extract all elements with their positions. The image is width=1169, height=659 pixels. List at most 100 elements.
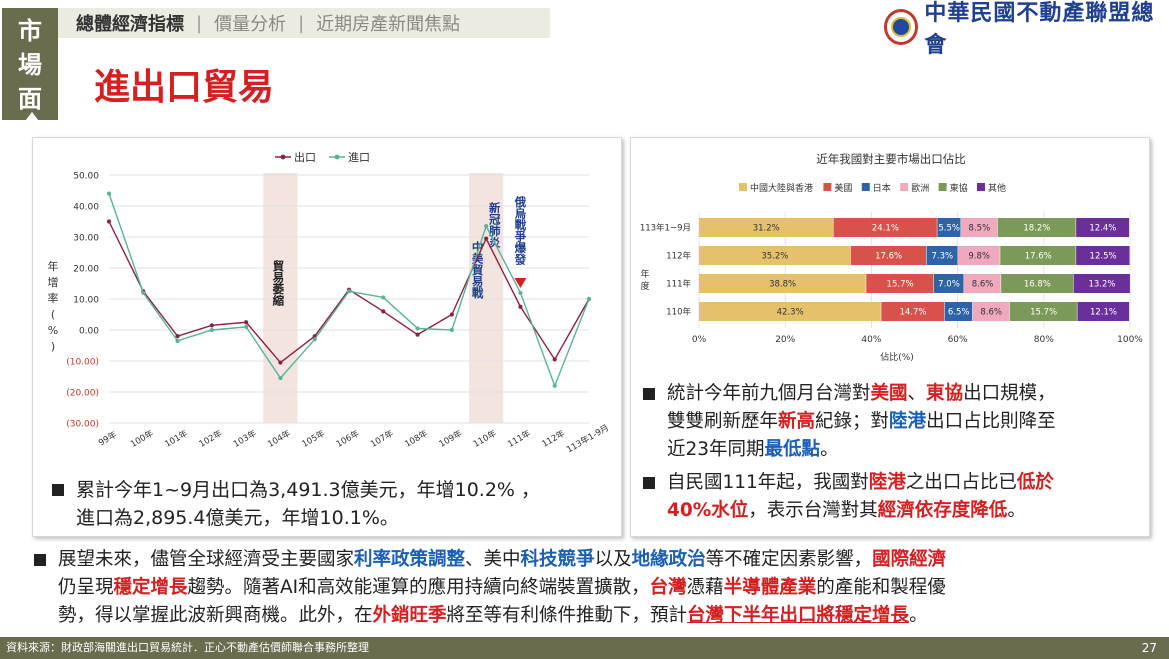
event-annotation: 中美貿易戰 <box>471 240 485 299</box>
legend-swatch <box>861 183 870 191</box>
data-point <box>312 337 317 342</box>
legend-label: 東協 <box>950 182 968 194</box>
data-label: 8.6% <box>972 280 994 290</box>
y-tick-label: 20.00 <box>73 265 99 275</box>
data-label: 12.5% <box>1090 252 1117 262</box>
y-category-label: 112年 <box>666 251 691 262</box>
bullet-text-segment: 出口規模， <box>963 383 1056 404</box>
highlight-text: 陸港 <box>889 411 927 432</box>
association-logo: 中華民國不動產聯盟總會 <box>884 0 1164 58</box>
legend-marker <box>280 154 286 160</box>
nav-tab-price-volume[interactable]: 價量分析 <box>214 14 287 35</box>
x-tick-label: 20% <box>775 335 795 345</box>
bar-segment <box>937 218 961 237</box>
x-tick-label: 106年 <box>334 428 361 450</box>
data-point <box>586 296 592 302</box>
nav-separator: | <box>196 12 203 34</box>
y-category-label: 111年 <box>666 279 691 290</box>
bar-segment <box>958 246 1000 265</box>
data-label: 31.2% <box>753 224 780 234</box>
x-tick-label: 60% <box>948 335 968 345</box>
bullet-text-segment: 憑藉 <box>686 577 724 598</box>
nav-tab-macro[interactable]: 總體經濟指標 <box>76 14 184 35</box>
bar-segment <box>926 246 958 265</box>
bullet-text-segment: ，表示台灣對其 <box>748 500 878 521</box>
highlight-text: 外銷旺季 <box>372 605 447 626</box>
bar-segment <box>881 302 945 321</box>
legend-label: 日本 <box>873 182 891 194</box>
y-tick-label: (30.00) <box>66 420 99 430</box>
data-label: 9.8% <box>968 252 990 262</box>
bullet-text-segment: 紀錄；對 <box>815 411 890 432</box>
bar-segment <box>997 218 1076 237</box>
highlight-text: 地緣政治 <box>631 549 706 570</box>
data-point <box>415 332 420 337</box>
bullet-text-segment: 以及 <box>594 549 632 570</box>
bullet-text-segment: 展望未來，儘管全球經濟受主要國家 <box>58 549 355 570</box>
legend-label: 歐洲 <box>911 182 929 194</box>
data-label: 5.5% <box>938 224 960 234</box>
y-axis-title-char: ( <box>51 308 55 321</box>
data-point <box>209 327 214 333</box>
section-tab-char: 場 <box>18 51 42 79</box>
x-tick-label: 111年 <box>506 428 533 450</box>
legend-label: 中國大陸與香港 <box>750 182 813 194</box>
data-point <box>518 290 523 295</box>
data-point <box>175 338 180 343</box>
highlight-text: 新高 <box>778 411 816 432</box>
source-note: 資料來源：財政部海關進出口貿易統計．正心不動產估價師聯合事務所整理 <box>6 641 369 654</box>
x-tick-label: 101年 <box>163 428 190 450</box>
highlight-text: 台灣下半年出口將穩定增長 <box>687 605 910 626</box>
highlight-text: 科技競爭 <box>520 549 595 570</box>
bullet-text-segment: 雙雙刷新歷年 <box>667 411 779 432</box>
bar-segment <box>1077 302 1130 321</box>
highlight-text: 經濟依存度降低 <box>877 500 1008 521</box>
bullet-us-asean-record: 統計今年前九個月台灣對美國、東協出口規模， 雙雙刷新歷年新高紀錄；對陸港出口占比則… <box>643 380 1148 464</box>
legend-swatch <box>977 183 985 191</box>
y-tick-label: 30.00 <box>73 234 99 244</box>
data-label: 38.8% <box>769 280 796 290</box>
data-label: 35.2% <box>761 252 788 262</box>
bullet-text-segment: 之出口占比已 <box>905 472 1017 493</box>
bar-segment <box>933 274 964 293</box>
x-tick-label: 109年 <box>437 428 464 450</box>
bar-segment <box>964 274 1001 293</box>
x-tick-label: 100% <box>1117 335 1143 345</box>
bullet-text: 展望未來，儘管全球經濟受主要國家利率政策調整、美中科技競爭以及地緣政治等不確定因… <box>58 546 946 630</box>
bullet-square-icon <box>643 388 655 400</box>
highlight-text: 穩定增長 <box>113 577 188 598</box>
top-nav: 總體經濟指標 | 價量分析 | 近期房產新聞焦點 <box>58 8 550 38</box>
chart-title: 近年我國對主要市場出口佔比 <box>816 152 966 166</box>
data-point <box>278 360 283 365</box>
data-label: 8.5% <box>969 224 991 234</box>
bullet-text-segment: 仍呈現 <box>58 577 114 598</box>
data-point <box>278 375 283 381</box>
data-point <box>381 295 386 300</box>
data-point <box>244 324 249 329</box>
data-label: 6.5% <box>948 308 970 318</box>
y-tick-label: (10.00) <box>66 358 99 368</box>
event-annotation: 俄烏戰爭爆發 <box>513 195 527 266</box>
bar-segment <box>972 302 1010 321</box>
nav-tab-news[interactable]: 近期房產新聞焦點 <box>316 14 461 35</box>
bullet-square-icon <box>52 484 64 496</box>
data-label: 16.8% <box>1024 280 1051 290</box>
bullet-export-summary: 累計今年1~9月出口為3,491.3億美元，年增10.2% ， 進口為2,895.… <box>52 476 612 532</box>
x-tick-label: 40% <box>861 335 881 345</box>
x-tick-label: 107年 <box>369 428 396 450</box>
bullet-text: 自民國111年起，我國對陸港之出口占比已低於 40%水位，表示台灣對其經濟依存度降… <box>667 469 1054 525</box>
bullet-text: 統計今年前九個月台灣對美國、東協出口規模， 雙雙刷新歷年新高紀錄；對陸港出口占比則… <box>667 380 1056 464</box>
highlight-text: 東協 <box>926 383 964 404</box>
highlight-text: 40%水位 <box>667 500 749 521</box>
data-point <box>484 236 489 241</box>
triangle-down-icon <box>514 278 527 288</box>
event-annotation: 貿易萎縮 <box>271 259 285 307</box>
bar-segment <box>699 302 881 321</box>
data-label: 8.6% <box>980 308 1002 318</box>
data-point <box>106 191 112 196</box>
bullet-outlook: 展望未來，儘管全球經濟受主要國家利率政策調整、美中科技競爭以及地緣政治等不確定因… <box>34 546 1154 630</box>
data-label: 15.7% <box>887 280 914 290</box>
y-tick-label: 40.00 <box>73 203 99 213</box>
bar-segment <box>944 302 973 321</box>
